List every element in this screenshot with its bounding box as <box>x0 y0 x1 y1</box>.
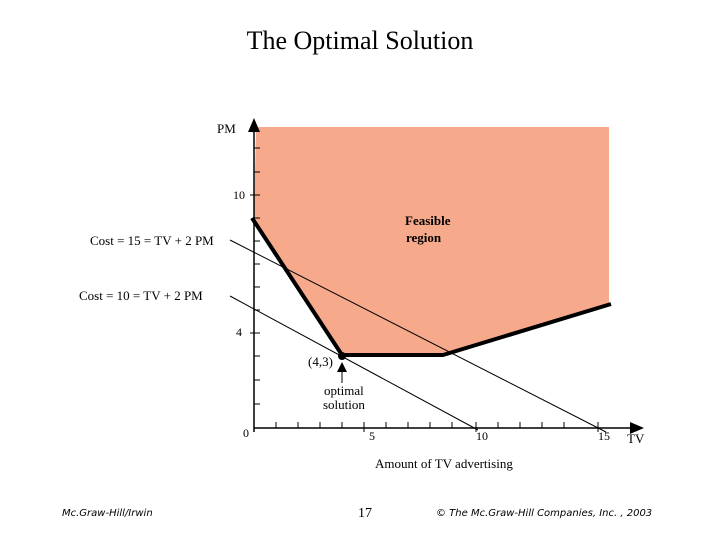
page-number: 17 <box>358 506 372 521</box>
feasible-region-label: Feasible <box>405 213 451 228</box>
cost-15-label: Cost = 15 = TV + 2 PM <box>90 233 214 248</box>
optimal-arrow <box>337 362 347 383</box>
optimal-solution-label: optimal <box>324 383 364 398</box>
x-tick-label: 15 <box>598 429 610 443</box>
point-label: (4,3) <box>308 354 333 369</box>
x-axis-label: TV <box>627 431 645 446</box>
cost-10-line <box>229 295 479 431</box>
x-tick-label: 0 <box>243 426 249 440</box>
optimal-solution-label: solution <box>323 397 365 412</box>
y-tick-marks <box>250 147 260 405</box>
y-axis-label: PM <box>217 121 236 136</box>
x-axis <box>254 422 644 434</box>
x-tick-marks <box>275 422 599 432</box>
y-tick-label: 4 <box>236 325 242 339</box>
slide-title: The Optimal Solution <box>246 26 474 55</box>
x-tick-label: 10 <box>476 429 488 443</box>
y-axis <box>248 118 260 432</box>
feasible-boundary <box>250 216 612 357</box>
x-axis-title: Amount of TV advertising <box>375 456 513 471</box>
footer-copyright: © The Mc.Graw-Hill Companies, Inc. , 200… <box>436 508 653 519</box>
optimal-point <box>338 352 346 360</box>
y-tick-label: 10 <box>233 188 245 202</box>
cost-10-label: Cost = 10 = TV + 2 PM <box>79 288 203 303</box>
footer-publisher: Mc.Graw-Hill/Irwin <box>62 508 153 519</box>
x-tick-label: 5 <box>369 429 375 443</box>
feasible-region-label: region <box>406 230 442 245</box>
cost-15-line <box>229 239 607 433</box>
